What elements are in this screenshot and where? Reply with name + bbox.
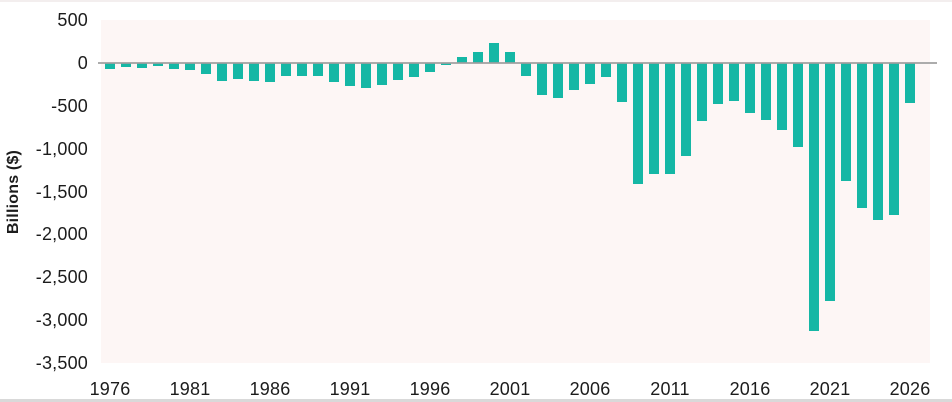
- bar-2005: [569, 62, 579, 91]
- top-edge-divider: [0, 0, 952, 2]
- bar-1981: [185, 62, 195, 70]
- x-tick-label: 1996: [409, 379, 451, 399]
- bar-2007: [601, 62, 611, 77]
- bar-2015: [729, 62, 739, 101]
- bar-2009: [633, 62, 643, 184]
- bar-1979: [153, 62, 163, 67]
- bar-2020: [809, 62, 819, 332]
- bar-1989: [313, 62, 323, 76]
- plot-area: [98, 20, 937, 363]
- bar-1977: [121, 62, 131, 68]
- y-tick-label: -3,500: [35, 353, 88, 373]
- bar-2016: [745, 62, 755, 113]
- bar-1988: [297, 62, 307, 77]
- bar-1994: [393, 62, 403, 81]
- bar-1987: [281, 62, 291, 76]
- bar-2025: [889, 62, 899, 216]
- bar-2018: [777, 62, 787, 130]
- bar-1985: [249, 62, 259, 82]
- bar-2024: [873, 62, 883, 221]
- bar-1998: [457, 56, 467, 63]
- bar-1980: [169, 62, 179, 70]
- x-tick-label: 2006: [569, 379, 611, 399]
- y-tick-label: -3,000: [35, 310, 88, 331]
- bar-2019: [793, 62, 803, 148]
- bar-1995: [409, 62, 419, 77]
- bar-1996: [425, 62, 435, 73]
- bar-2001: [505, 51, 515, 63]
- y-tick-label: -1,500: [35, 181, 88, 202]
- x-tick-label: 1976: [89, 379, 131, 399]
- bar-2017: [761, 62, 771, 120]
- bar-2000: [489, 42, 499, 63]
- bar-1992: [361, 62, 371, 88]
- bar-2002: [521, 62, 531, 77]
- x-tick-label: 1981: [169, 379, 211, 399]
- bar-1999: [473, 52, 483, 63]
- y-tick-label: -1,000: [35, 138, 88, 159]
- x-tick-label: 2026: [889, 379, 931, 399]
- bar-2004: [553, 62, 563, 99]
- bar-2010: [649, 62, 659, 174]
- x-tick-label: 2021: [809, 379, 851, 399]
- bar-2026: [905, 62, 915, 104]
- y-tick-label: -500: [51, 95, 88, 116]
- bar-1984: [233, 62, 243, 79]
- x-tick-label: 1991: [329, 379, 371, 399]
- bar-2008: [617, 62, 627, 103]
- bar-2003: [537, 62, 547, 96]
- bar-1978: [137, 62, 147, 68]
- bar-2013: [697, 62, 707, 122]
- y-tick-label: -2,500: [35, 267, 88, 288]
- bar-1990: [329, 62, 339, 82]
- bar-1976: [105, 62, 115, 70]
- x-tick-label: 1986: [249, 379, 291, 399]
- bar-2023: [857, 62, 867, 209]
- y-tick-label: 500: [57, 10, 88, 30]
- bar-2014: [713, 62, 723, 105]
- x-tick-label: 2016: [729, 379, 771, 399]
- zero-gridline: [98, 61, 937, 64]
- bar-2006: [585, 62, 595, 85]
- x-tick-label: 2011: [650, 379, 690, 399]
- bar-1986: [265, 62, 275, 82]
- bar-2012: [681, 62, 691, 157]
- bar-1991: [345, 62, 355, 86]
- bar-1983: [217, 62, 227, 81]
- bar-2021: [825, 62, 835, 301]
- bar-1982: [201, 62, 211, 74]
- x-tick-label: 2001: [489, 379, 531, 399]
- y-tick-label: -2,000: [35, 224, 88, 245]
- y-tick-label: 0: [77, 52, 88, 73]
- bottom-edge-divider: [0, 399, 952, 402]
- bar-2011: [665, 62, 675, 175]
- bar-1993: [377, 62, 387, 85]
- bar-2022: [841, 62, 851, 181]
